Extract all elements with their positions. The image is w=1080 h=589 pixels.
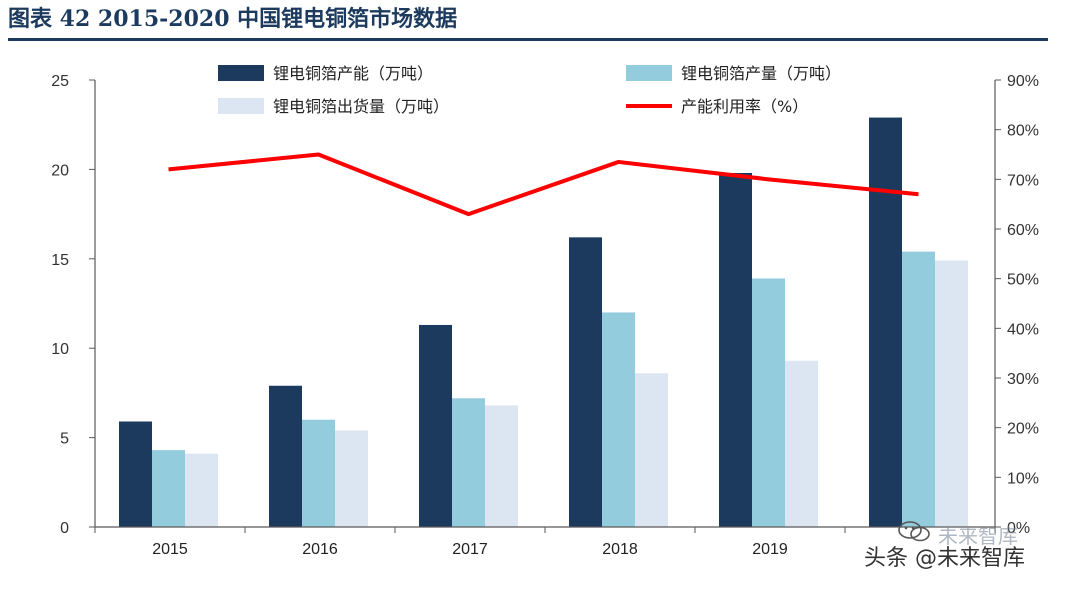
- bar-capacity-2016: [269, 385, 302, 527]
- bar-output-2016: [302, 419, 335, 527]
- bar-shipment-2016: [335, 430, 368, 527]
- title-divider: [8, 38, 1048, 41]
- axes-layer: 0 5 10 15 20 25 0% 10% 20% 30% 40% 50% 60% 70% 80% 90% 2…: [51, 73, 1039, 558]
- bars-layer: [119, 117, 968, 527]
- y-left-tick-label: 25: [51, 73, 69, 90]
- bar-capacity-2018: [569, 237, 602, 527]
- y-right-tick-label: 70%: [1007, 172, 1039, 189]
- bar-output-2020: [902, 251, 935, 527]
- x-tick-label-2015: 2015: [152, 541, 188, 558]
- line-layer: [168, 152, 919, 217]
- bar-capacity-2020: [869, 117, 902, 527]
- bar-output-2015: [152, 450, 185, 527]
- bar-output-2018: [602, 312, 635, 527]
- y-right-tick-label: 80%: [1007, 123, 1039, 140]
- bar-capacity-2017: [419, 324, 452, 527]
- y-left-tick-label: 5: [60, 431, 69, 448]
- y-left-tick-label: 15: [51, 252, 69, 269]
- y-right-tick-label: 0%: [1007, 520, 1030, 537]
- bar-output-2019: [752, 278, 785, 527]
- x-tick-label-2019: 2019: [752, 541, 788, 558]
- legend-label-2: 锂电铜箔出货量（万吨）: [273, 97, 449, 116]
- bar-shipment-2017: [485, 405, 518, 527]
- legend-swatch-1: [626, 65, 672, 81]
- y-left-tick-label: 20: [51, 162, 69, 179]
- y-right-tick-label: 10%: [1007, 470, 1039, 487]
- y-right-tick-label: 20%: [1007, 421, 1039, 438]
- wechat-icon: [898, 521, 930, 542]
- y-left-tick-label: 10: [51, 341, 69, 358]
- y-right-tick-label: 50%: [1007, 272, 1039, 289]
- legend-label-1: 锂电铜箔产量（万吨）: [681, 64, 841, 83]
- bar-output-2017: [452, 398, 485, 527]
- bar-shipment-2020: [935, 260, 968, 527]
- x-tick-label-2018: 2018: [602, 541, 638, 558]
- watermark-text: 头条 @未来智库: [864, 546, 1025, 571]
- legend-swatch-0: [218, 65, 264, 81]
- y-right-tick-label: 60%: [1007, 222, 1039, 239]
- legend-label-0: 锂电铜箔产能（万吨）: [273, 64, 433, 83]
- watermark-overlay-text: 未来智库: [938, 524, 1018, 548]
- bar-capacity-2019: [719, 172, 752, 527]
- legend-label-3: 产能利用率（%）: [681, 97, 808, 116]
- y-right-tick-label: 30%: [1007, 371, 1039, 388]
- bar-shipment-2018: [635, 373, 668, 527]
- y-right-tick-label: 90%: [1007, 73, 1039, 90]
- bar-shipment-2019: [785, 360, 818, 527]
- bar-shipment-2015: [185, 453, 218, 527]
- y-left-tick-label: 0: [60, 520, 69, 537]
- utilization-line: [168, 152, 919, 217]
- page-title: 图表 42 2015-2020 中国锂电铜箔市场数据: [8, 6, 458, 32]
- x-tick-label-2017: 2017: [452, 541, 488, 558]
- bar-capacity-2015: [119, 421, 152, 527]
- x-tick-label-2016: 2016: [302, 541, 338, 558]
- legend: 锂电铜箔产能（万吨） 锂电铜箔产量（万吨） 锂电铜箔出货量（万吨） 产能利用率（%）: [218, 64, 841, 116]
- y-right-tick-label: 40%: [1007, 321, 1039, 338]
- legend-swatch-2: [218, 98, 264, 114]
